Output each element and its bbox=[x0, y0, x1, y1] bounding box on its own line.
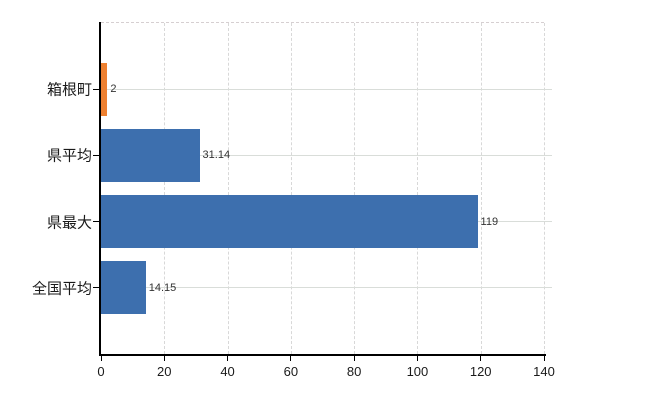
y-axis-tick bbox=[93, 287, 101, 289]
y-gridline bbox=[101, 154, 552, 156]
x-gridline bbox=[164, 23, 166, 354]
x-axis-tick-label: 80 bbox=[346, 364, 362, 379]
value-label: 31.14 bbox=[202, 149, 231, 162]
x-gridline bbox=[290, 23, 292, 354]
x-axis-tick bbox=[353, 356, 355, 361]
bar-県平均 bbox=[101, 128, 200, 182]
x-axis-tick bbox=[290, 356, 292, 361]
x-gridline bbox=[417, 23, 419, 354]
value-label: 14.15 bbox=[148, 281, 177, 294]
y-axis-tick bbox=[93, 154, 101, 156]
x-axis-tick-label: 0 bbox=[97, 364, 105, 379]
x-axis-tick bbox=[416, 356, 418, 361]
y-gridline bbox=[101, 287, 552, 289]
x-gridline bbox=[480, 23, 482, 354]
value-label: 119 bbox=[480, 215, 499, 228]
x-axis-tick bbox=[227, 356, 229, 361]
bar-箱根町 bbox=[101, 62, 108, 116]
x-axis-tick-label: 120 bbox=[469, 364, 492, 379]
category-label: 県平均 bbox=[46, 147, 92, 165]
category-label: 全国平均 bbox=[31, 280, 92, 298]
y-axis-line bbox=[99, 22, 101, 354]
y-axis-tick bbox=[93, 221, 101, 223]
bar-全国平均 bbox=[101, 261, 146, 315]
x-gridline bbox=[544, 23, 545, 354]
x-axis-line bbox=[99, 354, 546, 356]
y-gridline bbox=[101, 88, 552, 90]
x-axis-tick bbox=[100, 356, 102, 361]
bar-県最大 bbox=[101, 195, 478, 249]
x-gridline bbox=[227, 23, 229, 354]
value-label: 2 bbox=[110, 83, 117, 96]
x-axis-tick bbox=[163, 356, 165, 361]
x-axis-tick-label: 20 bbox=[157, 364, 172, 379]
x-axis-tick-label: 100 bbox=[406, 364, 429, 379]
category-label: 箱根町 bbox=[46, 81, 92, 99]
plot-area: 0 20 40 60 80 100 120 140 2 箱根町 31.14 県平均 119 県最大 14.1… bbox=[32, 22, 555, 379]
x-axis-tick bbox=[480, 356, 482, 361]
category-label: 県最大 bbox=[46, 214, 92, 232]
x-axis-tick-label: 60 bbox=[283, 364, 299, 379]
y-axis-tick bbox=[93, 88, 101, 90]
x-axis-tick bbox=[543, 356, 545, 361]
x-gridline bbox=[354, 23, 356, 354]
x-axis-tick-label: 40 bbox=[220, 364, 235, 379]
x-axis-tick-label: 140 bbox=[533, 364, 555, 379]
